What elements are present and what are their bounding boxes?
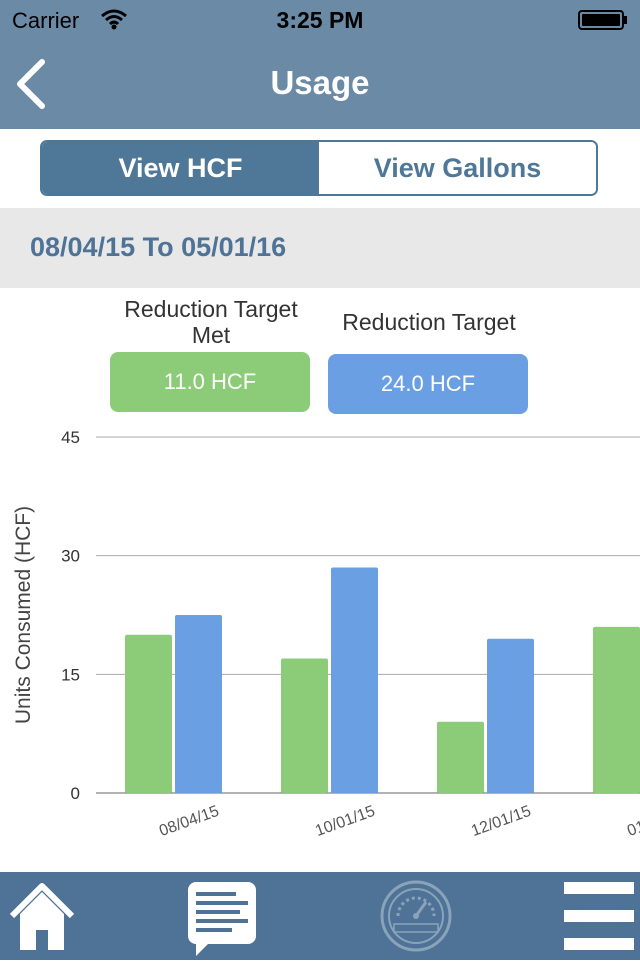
y-tick-label: 30 bbox=[61, 547, 80, 566]
tab-bar bbox=[0, 872, 640, 960]
status-time: 3:25 PM bbox=[276, 7, 364, 33]
date-range: 08/04/15 To 05/01/16 bbox=[30, 232, 287, 262]
usage-bar-chart: Units Consumed (HCF) 0 15 30 45 08/04/15 10/0… bbox=[12, 428, 640, 840]
unit-segmented-control: View HCF View Gallons bbox=[40, 140, 598, 196]
target-met-label: Reduction Target Met bbox=[124, 296, 298, 348]
y-axis-label: Units Consumed (HCF) bbox=[12, 506, 35, 724]
y-tick-label: 45 bbox=[61, 428, 80, 447]
x-tick-label: 12/01/15 bbox=[469, 803, 533, 840]
bill-message-icon bbox=[188, 882, 256, 956]
y-tick-label: 0 bbox=[71, 784, 80, 803]
usage-meter-icon bbox=[380, 880, 452, 952]
x-tick-label: 01/28/16 bbox=[625, 803, 640, 840]
date-range-band: 08/04/15 To 05/01/16 bbox=[0, 208, 640, 288]
target-value: 24.0 HCF bbox=[328, 354, 528, 414]
x-tick-label: 08/04/15 bbox=[157, 803, 221, 840]
page-title: Usage bbox=[270, 64, 370, 101]
menu-icon bbox=[564, 882, 634, 950]
status-bar: Carrier 3:25 PM bbox=[0, 0, 640, 40]
target-card: Reduction Target 24.0 HCF bbox=[328, 296, 530, 414]
menu-tab[interactable] bbox=[562, 872, 634, 960]
back-chevron-icon[interactable] bbox=[12, 58, 52, 110]
bar-met-2[interactable] bbox=[437, 721, 484, 793]
bar-target-0[interactable] bbox=[175, 615, 222, 793]
x-tick-label: 10/01/15 bbox=[313, 803, 377, 840]
home-icon bbox=[9, 883, 75, 950]
bar-met-1[interactable] bbox=[281, 658, 328, 793]
view-hcf-tab[interactable]: View HCF bbox=[42, 142, 319, 194]
bar-met-3[interactable] bbox=[593, 626, 640, 793]
messages-tab[interactable] bbox=[184, 872, 260, 960]
bar-target-1[interactable] bbox=[331, 567, 378, 793]
home-tab[interactable] bbox=[8, 872, 76, 960]
battery-icon bbox=[578, 10, 627, 30]
target-label: Reduction Target bbox=[342, 309, 516, 335]
view-gallons-tab[interactable]: View Gallons bbox=[319, 142, 596, 194]
bar-met-0[interactable] bbox=[125, 634, 172, 793]
target-met-value: 11.0 HCF bbox=[110, 352, 310, 412]
nav-bar: Usage bbox=[0, 40, 640, 129]
usage-tab[interactable] bbox=[378, 872, 454, 960]
y-tick-label: 15 bbox=[61, 665, 80, 684]
bar-target-2[interactable] bbox=[487, 638, 534, 793]
carrier-label: Carrier bbox=[12, 8, 80, 33]
wifi-icon bbox=[101, 9, 127, 30]
target-met-card: Reduction Target Met 11.0 HCF bbox=[110, 296, 312, 412]
